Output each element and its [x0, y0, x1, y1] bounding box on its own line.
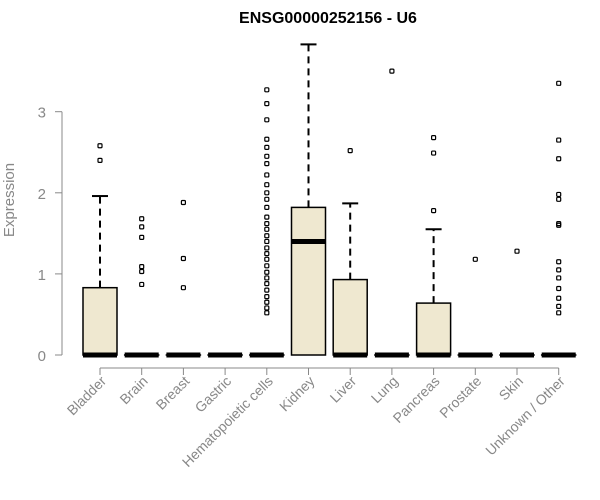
- outlier-point: [264, 263, 270, 269]
- outlier-point: [264, 299, 270, 305]
- outlier-point: [264, 161, 270, 167]
- box-rect: [290, 206, 327, 356]
- outlier-point: [264, 256, 270, 262]
- outlier-point: [264, 275, 270, 281]
- outlier-point: [264, 281, 270, 287]
- outlier-point: [472, 256, 478, 262]
- outlier-point: [264, 233, 270, 239]
- outlier-point: [556, 196, 562, 202]
- outlier-point: [264, 251, 270, 257]
- outlier-point: [264, 214, 270, 220]
- x-tick-label: Kidney: [276, 373, 318, 415]
- x-tick-label: Skin: [496, 373, 527, 404]
- outlier-point: [431, 135, 437, 141]
- outlier-point: [139, 224, 145, 230]
- outlier-point: [264, 204, 270, 210]
- outlier-point: [556, 191, 562, 198]
- box-group: [457, 256, 494, 358]
- x-tick-label: Prostate: [436, 373, 484, 421]
- outlier-point: [264, 269, 270, 275]
- outlier-point: [264, 294, 270, 300]
- x-tick-label: Breast: [153, 373, 193, 413]
- outlier-point: [514, 248, 520, 254]
- outlier-point: [556, 295, 562, 301]
- outlier-point: [264, 245, 270, 251]
- box-group: [332, 148, 368, 358]
- outlier-point: [264, 172, 270, 178]
- outlier-point: [264, 287, 270, 293]
- x-tick-label: Lung: [368, 373, 401, 406]
- outlier-point: [264, 221, 270, 227]
- box-rect: [82, 286, 118, 356]
- outlier-point: [139, 268, 145, 275]
- box-rect: [415, 302, 452, 356]
- outlier-point: [556, 80, 562, 86]
- y-tick-label: 1: [38, 267, 46, 284]
- x-tick-label: Unknown / Other: [482, 373, 568, 459]
- outlier-point: [264, 153, 270, 159]
- outlier-point: [556, 275, 562, 281]
- outlier-point: [556, 221, 562, 227]
- outlier-point: [264, 196, 270, 202]
- box-group: [165, 199, 202, 358]
- outlier-point: [556, 137, 562, 143]
- outlier-point: [139, 281, 145, 288]
- outlier-point: [264, 226, 270, 232]
- outlier-point: [180, 255, 186, 262]
- box-group: [374, 68, 410, 358]
- outlier-point: [264, 182, 270, 188]
- outlier-point: [264, 117, 270, 123]
- outlier-point: [556, 285, 562, 292]
- outlier-point: [180, 285, 186, 291]
- outlier-point: [347, 148, 353, 154]
- outlier-point: [139, 264, 145, 270]
- outlier-point: [264, 144, 270, 150]
- outlier-point: [180, 199, 186, 206]
- y-tick-label: 0: [38, 348, 46, 365]
- y-tick-label: 3: [38, 105, 46, 122]
- x-tick-label: Liver: [327, 373, 360, 406]
- outlier-point: [97, 143, 103, 149]
- outlier-point: [431, 208, 437, 214]
- box-rect: [332, 278, 368, 356]
- box-group: [82, 143, 118, 358]
- outlier-point: [264, 190, 270, 196]
- y-axis: 0 1 2 3: [38, 105, 63, 365]
- x-tick-label: Bladder: [64, 373, 110, 419]
- outlier-point: [264, 136, 270, 142]
- box-series: [82, 43, 577, 358]
- outlier-point: [389, 68, 395, 74]
- outlier-point: [264, 100, 270, 107]
- box-group: [123, 216, 160, 358]
- box-group: [290, 43, 327, 356]
- outlier-point: [556, 156, 562, 162]
- y-axis-label: Expression: [1, 163, 18, 237]
- outlier-point: [139, 216, 145, 222]
- outlier-point: [556, 310, 562, 316]
- outlier-point: [264, 87, 270, 93]
- box-group: [249, 87, 285, 358]
- outlier-point: [264, 305, 270, 311]
- chart-title: ENSG00000252156 - U6: [239, 10, 417, 27]
- outlier-point: [431, 150, 437, 156]
- box-group: [499, 248, 535, 358]
- x-tick-label: Brain: [116, 373, 150, 407]
- outlier-point: [556, 259, 562, 265]
- outlier-point: [556, 267, 562, 273]
- outlier-point: [97, 157, 103, 163]
- outlier-point: [139, 234, 145, 241]
- box-group: [415, 135, 452, 358]
- outlier-point: [264, 238, 270, 245]
- outlier-point: [264, 310, 270, 316]
- outlier-point: [556, 303, 562, 309]
- y-tick-label: 2: [38, 186, 46, 203]
- box-group: [540, 80, 577, 358]
